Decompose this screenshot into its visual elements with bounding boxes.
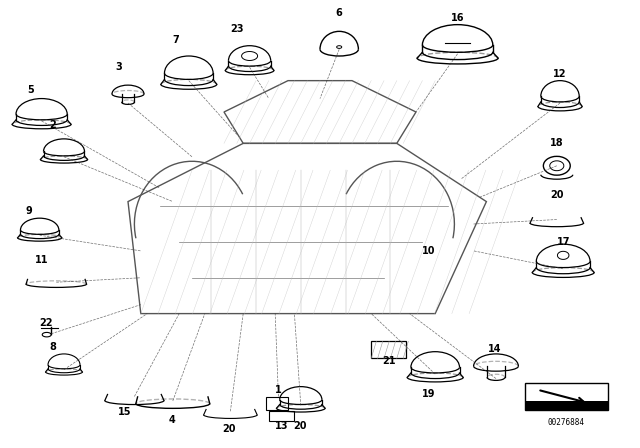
Text: 11: 11	[35, 255, 49, 265]
Text: 7: 7	[173, 35, 179, 45]
Text: 9: 9	[26, 206, 32, 215]
Text: 6: 6	[336, 9, 342, 18]
Text: 00276884: 00276884	[548, 418, 585, 427]
Text: 17: 17	[556, 237, 570, 247]
Text: 13: 13	[275, 422, 289, 431]
Text: 20: 20	[222, 424, 236, 434]
Text: 20: 20	[292, 422, 307, 431]
Text: 2: 2	[49, 121, 56, 130]
Text: 8: 8	[49, 342, 56, 352]
Text: 10: 10	[422, 246, 436, 256]
Bar	[269, 411, 294, 421]
Text: 14: 14	[488, 345, 502, 354]
Text: 22: 22	[39, 318, 53, 327]
Bar	[525, 383, 608, 410]
Text: 16: 16	[451, 13, 465, 23]
Bar	[371, 341, 406, 358]
Text: 21: 21	[382, 356, 396, 366]
Text: 12: 12	[553, 69, 567, 79]
Bar	[525, 401, 608, 410]
Text: 4: 4	[168, 415, 175, 425]
Text: 23: 23	[230, 24, 244, 34]
Text: 15: 15	[118, 407, 132, 417]
Text: 5: 5	[28, 85, 34, 95]
Text: 1: 1	[275, 385, 282, 395]
Text: 18: 18	[550, 138, 564, 148]
Bar	[266, 397, 288, 410]
Text: 20: 20	[550, 190, 564, 200]
Text: 19: 19	[422, 389, 436, 399]
Text: 3: 3	[115, 62, 122, 72]
